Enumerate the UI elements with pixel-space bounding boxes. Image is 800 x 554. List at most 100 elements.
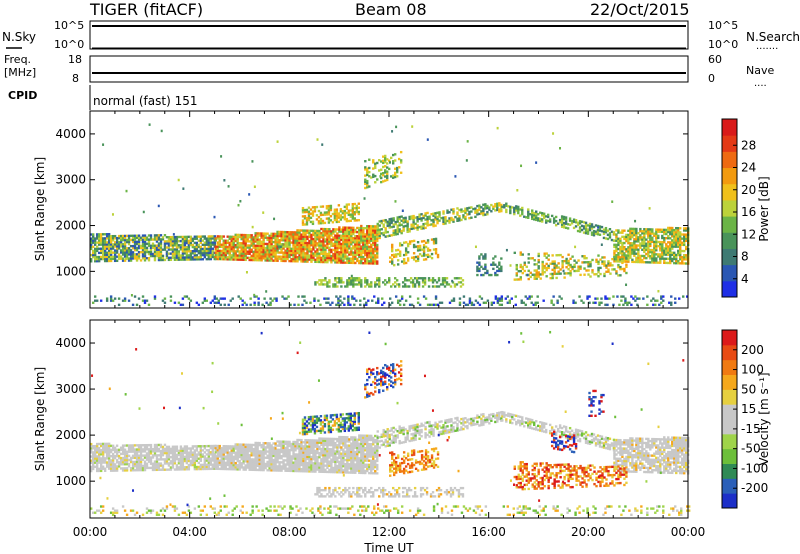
data-cell (686, 509, 689, 512)
data-cell (645, 252, 648, 256)
data-cell (567, 253, 570, 256)
data-cell (99, 247, 103, 250)
data-cell (448, 219, 451, 222)
data-cell (157, 244, 161, 247)
data-cell (91, 447, 95, 450)
data-cell (135, 466, 139, 470)
data-cell (296, 245, 299, 249)
data-cell (643, 240, 646, 243)
data-cell (406, 251, 410, 254)
data-cell (462, 301, 466, 304)
data-cell (551, 272, 554, 276)
data-cell (274, 245, 277, 248)
data-cell (238, 250, 241, 253)
data-cell (392, 255, 396, 259)
data-cell (517, 205, 520, 209)
data-cell (311, 222, 315, 226)
data-cell (554, 219, 558, 223)
data-cell (97, 457, 101, 460)
data-cell (107, 457, 111, 460)
data-cell (476, 505, 480, 508)
data-cell (127, 238, 131, 242)
data-cell (197, 256, 201, 259)
data-cell (409, 277, 413, 280)
data-cell (153, 244, 157, 247)
data-cell (133, 469, 137, 472)
data-cell (430, 252, 434, 256)
data-cell (133, 448, 137, 451)
data-cell (165, 252, 169, 255)
data-cell (517, 209, 520, 213)
data-cell (604, 226, 608, 230)
data-cell (240, 244, 243, 247)
data-cell (377, 299, 380, 302)
data-cell (290, 251, 293, 255)
data-cell (97, 509, 101, 512)
data-cell (476, 267, 479, 271)
data-cell (522, 511, 525, 514)
data-cell (179, 256, 183, 259)
data-cell (277, 505, 280, 508)
data-cell (377, 301, 380, 304)
data-cell (587, 265, 590, 268)
data-cell (286, 245, 289, 248)
data-cell (391, 130, 394, 133)
data-cell (157, 236, 161, 239)
data-cell (545, 266, 548, 270)
data-cell (635, 248, 638, 251)
data-cell (137, 297, 141, 300)
data-cell (129, 238, 133, 242)
data-cell (356, 257, 359, 261)
data-cell (569, 263, 572, 267)
data-cell (109, 239, 113, 242)
data-cell (350, 283, 353, 286)
data-cell (171, 455, 175, 459)
data-cell (402, 262, 406, 265)
data-cell (105, 245, 109, 248)
data-cell (182, 187, 185, 190)
data-cell (349, 507, 352, 510)
data-cell (224, 243, 227, 247)
data-cell (239, 297, 242, 300)
data-cell (520, 299, 523, 302)
data-cell (141, 255, 145, 258)
data-cell (317, 220, 321, 223)
data-cell (396, 252, 400, 256)
data-cell (91, 245, 95, 249)
data-cell (591, 258, 594, 262)
data-cell (330, 256, 333, 260)
data-cell (382, 174, 385, 177)
data-cell (569, 265, 572, 269)
data-cell (302, 254, 305, 257)
data-cell (175, 457, 179, 461)
data-cell (418, 213, 421, 216)
data-cell (500, 297, 504, 300)
data-cell (155, 458, 159, 461)
data-cell (105, 461, 109, 464)
data-cell (367, 299, 370, 302)
data-cell (516, 511, 519, 514)
data-cell (258, 246, 261, 250)
data-cell (412, 243, 416, 247)
data-cell (163, 443, 167, 447)
data-cell (113, 259, 117, 263)
data-cell (344, 253, 347, 256)
data-cell (374, 245, 377, 249)
data-cell (631, 235, 634, 239)
data-cell (232, 256, 235, 259)
data-cell (594, 507, 597, 510)
data-cell (685, 254, 688, 257)
data-cell (143, 242, 147, 246)
data-cell (566, 227, 570, 230)
data-cell (101, 257, 105, 261)
data-cell (115, 251, 119, 254)
data-cell (674, 301, 677, 304)
data-cell (216, 251, 219, 255)
data-cell (153, 468, 157, 472)
data-cell (187, 505, 191, 508)
data-cell (424, 253, 428, 257)
data-cell (290, 249, 293, 253)
data-cell (398, 250, 402, 253)
data-cell (677, 237, 680, 240)
